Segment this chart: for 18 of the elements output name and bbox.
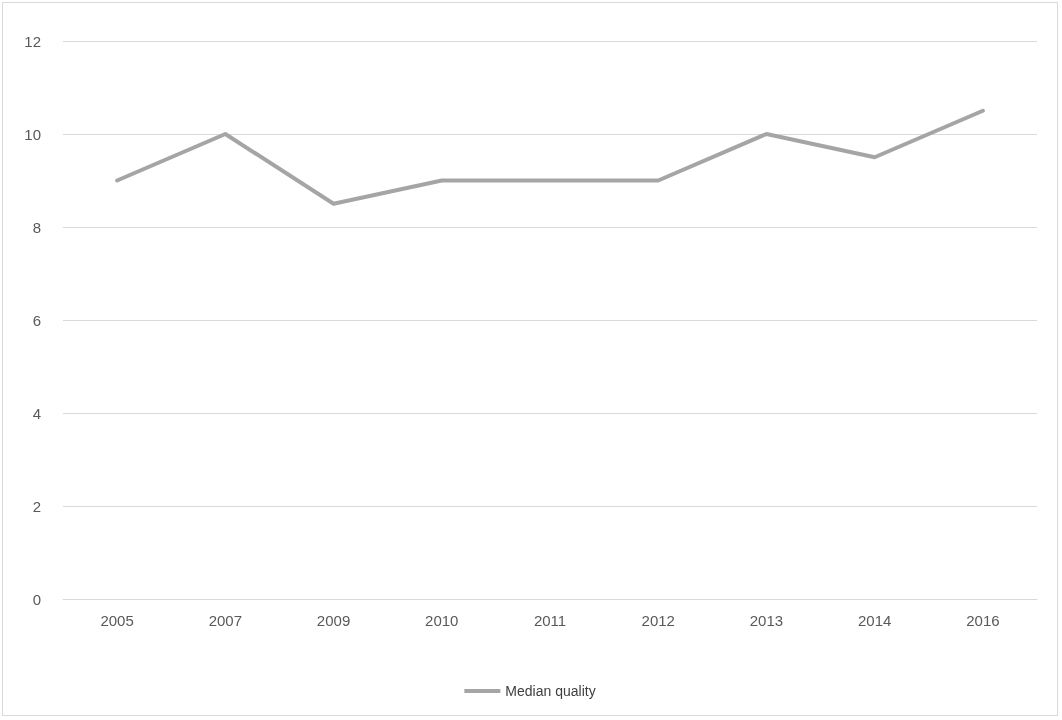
y-tick-label: 12	[24, 32, 41, 50]
y-tick-label: 2	[32, 497, 41, 515]
x-tick-label: 2012	[641, 612, 675, 629]
x-tick-label: 2014	[857, 612, 892, 629]
legend-label: Median quality	[505, 683, 596, 699]
x-tick-label: 2013	[749, 612, 784, 629]
x-tick-label: 2016	[966, 612, 1000, 629]
y-tick-label: 6	[32, 311, 41, 329]
y-tick-label: 8	[32, 218, 41, 236]
x-tick-label: 2011	[533, 612, 567, 629]
y-tick-label: 0	[32, 590, 41, 608]
x-tick-label: 2005	[100, 612, 134, 629]
x-tick-label: 2010	[425, 612, 459, 629]
x-tick-label: 2009	[316, 612, 351, 629]
line-series	[115, 108, 985, 206]
y-tick-label: 10	[24, 125, 41, 143]
x-tick-label: 2007	[208, 612, 243, 629]
y-tick-label: 4	[32, 404, 41, 422]
